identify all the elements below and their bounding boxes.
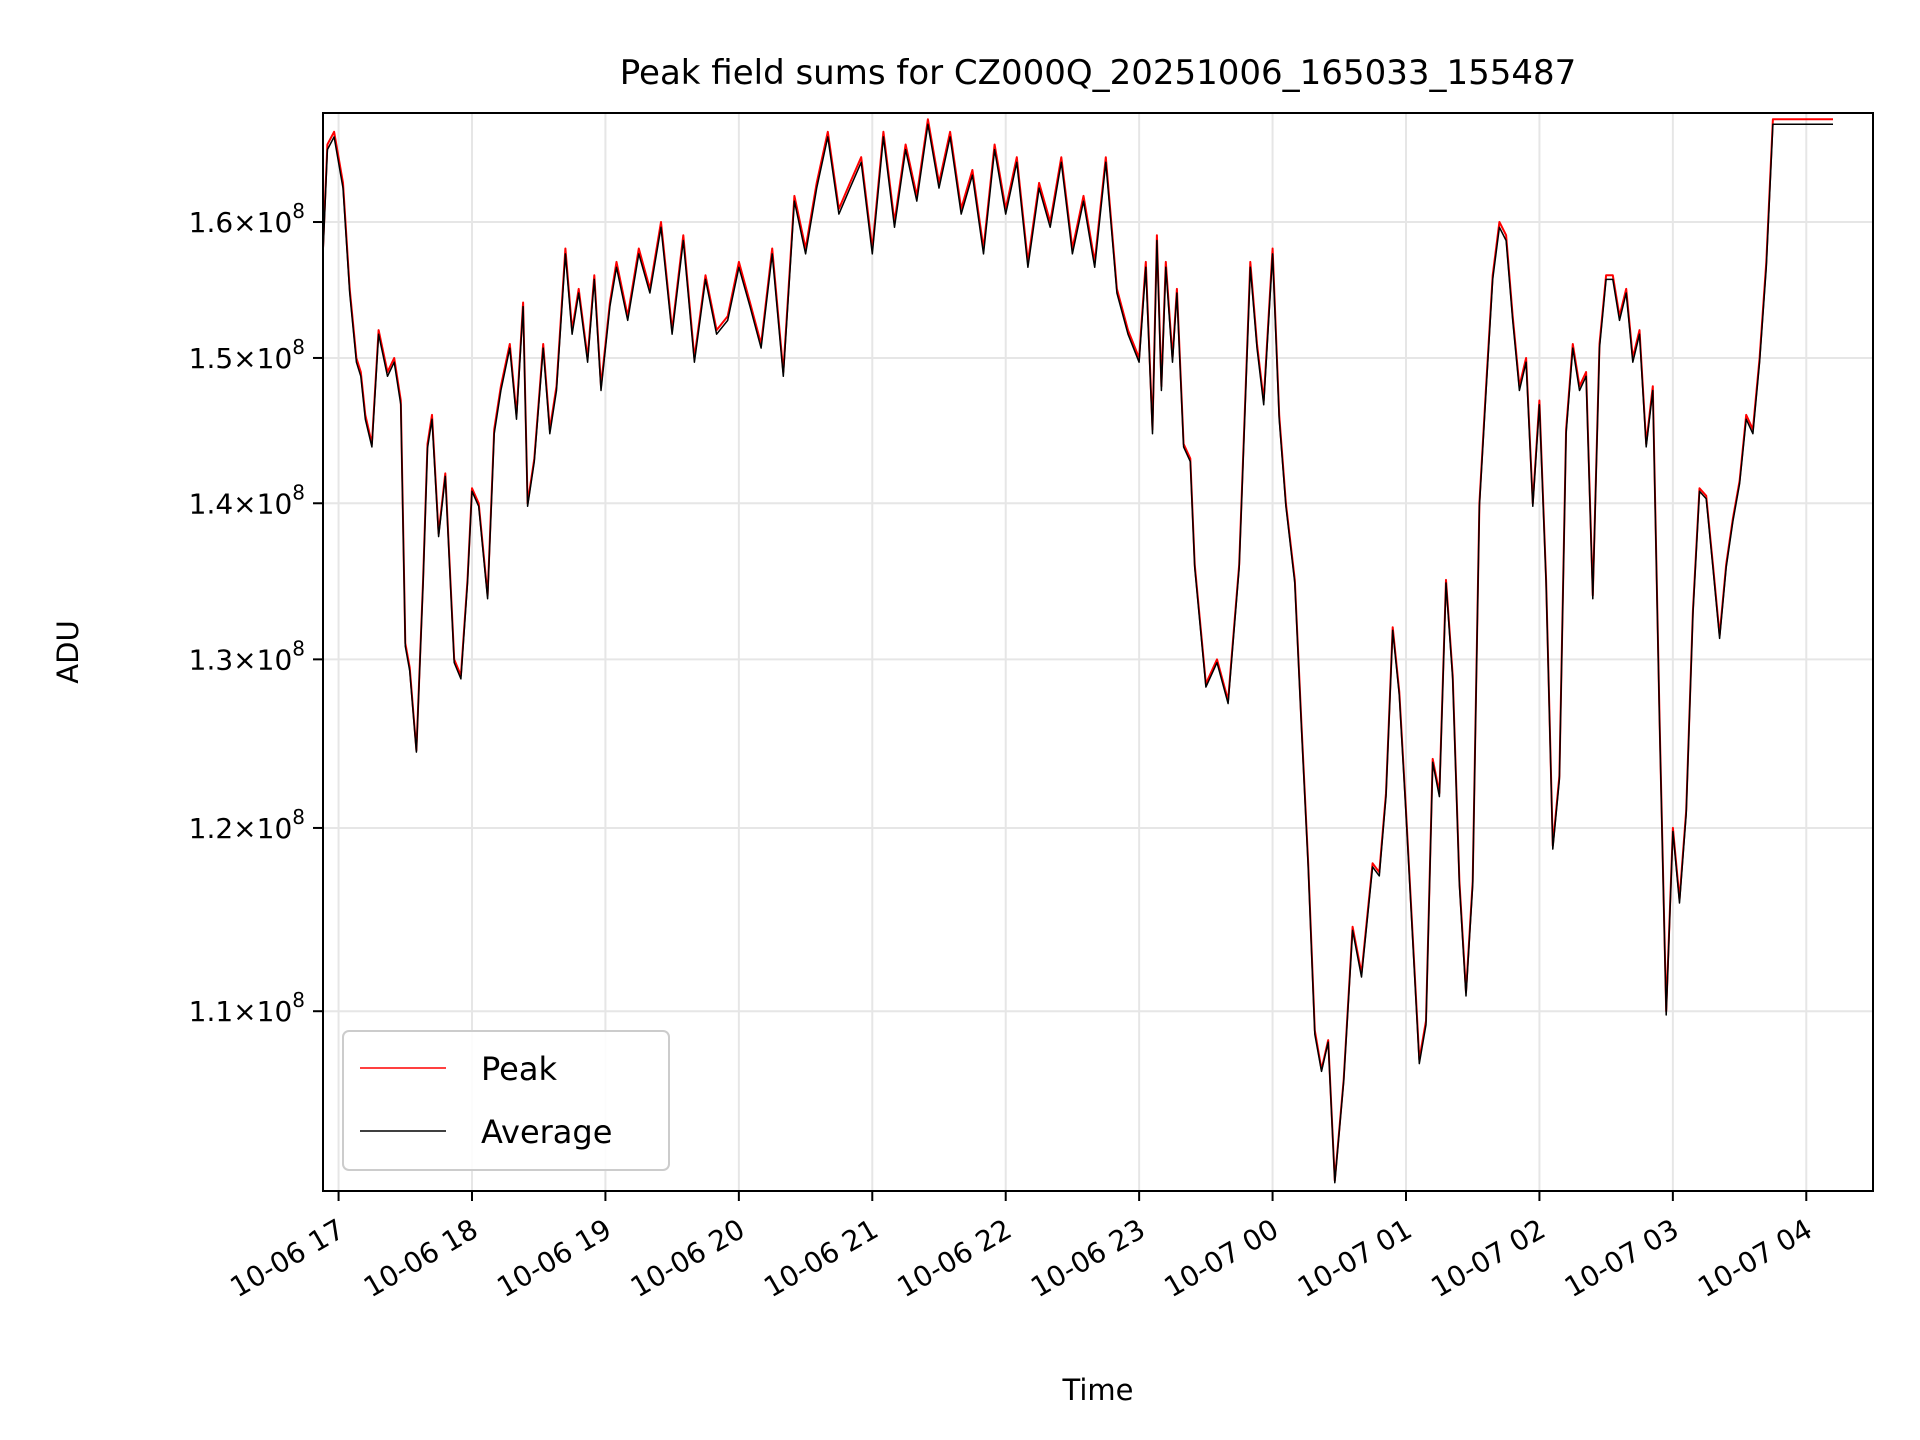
series-line-average — [323, 123, 1833, 1184]
y-tick-label: 1.6×108 — [189, 199, 305, 239]
series-layer — [323, 118, 1833, 1184]
y-axis-label: ADU — [51, 620, 85, 683]
y-tick-label: 1.3×108 — [189, 636, 305, 676]
y-tick-label: 1.5×108 — [189, 335, 305, 375]
legend-label-average: Average — [481, 1113, 612, 1151]
legend-box — [342, 1030, 670, 1171]
y-tick-label: 1.1×108 — [189, 988, 305, 1028]
x-axis-label: Time — [1062, 1373, 1134, 1407]
y-tick-label: 1.2×108 — [189, 805, 305, 845]
plot-frame — [322, 112, 1874, 1192]
chart-title: Peak field sums for CZ000Q_20251006_1650… — [620, 53, 1577, 93]
legend: Peak Average — [342, 1030, 670, 1171]
y-axis: 1.1×108 1.2×108 1.3×108 1.4×108 1.5×108 1.6×1… — [189, 199, 323, 1028]
legend-label-peak: Peak — [481, 1050, 557, 1088]
grid — [323, 113, 1873, 1191]
y-tick-label: 1.4×108 — [189, 480, 305, 520]
